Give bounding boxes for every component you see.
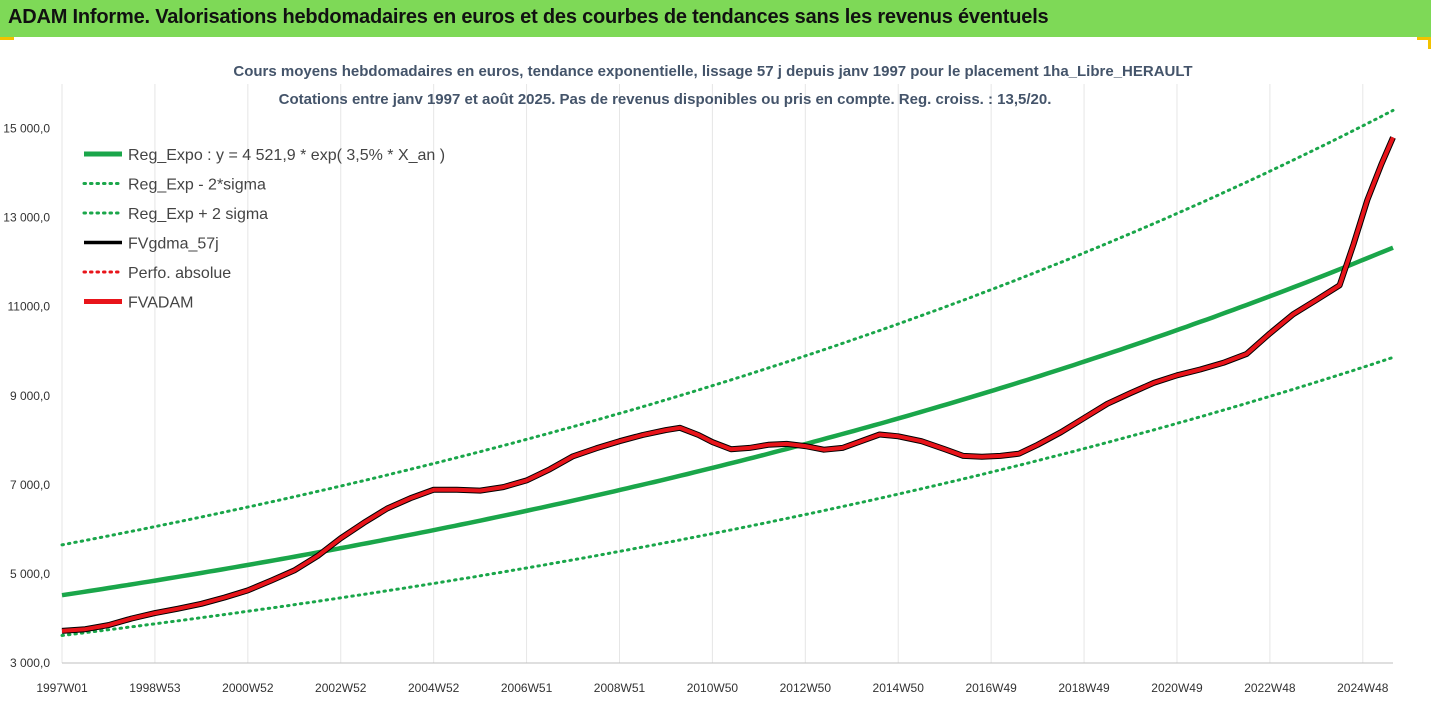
chart-subtitle: Cotations entre janv 1997 et août 2025. … xyxy=(279,91,1052,108)
frame-marker-left xyxy=(0,37,14,40)
legend-label: Reg_Expo : y = 4 521,9 * exp( 3,5% * X_a… xyxy=(128,147,445,164)
frame-marker-right xyxy=(1417,37,1431,40)
x-tick-label: 1997W01 xyxy=(36,681,88,695)
y-tick-label: 3 000,0 xyxy=(10,656,50,670)
vertical-gridlines xyxy=(61,84,1364,663)
chart-area xyxy=(0,37,1431,718)
x-tick-label: 2018W49 xyxy=(1058,681,1110,695)
y-tick-label: 11000,0 xyxy=(8,300,51,314)
series-lower-band xyxy=(60,355,1395,637)
y-tick-label: 9 000,0 xyxy=(10,389,50,403)
series-fvadam xyxy=(61,136,1395,633)
legend-label: Reg_Exp - 2*sigma xyxy=(128,177,266,194)
axes: 3 000,0 5 000,0 7 000,0 9 000,0 11000,0 13 00… xyxy=(3,122,1393,695)
series xyxy=(60,108,1396,637)
x-tick-label: 2002W52 xyxy=(315,681,367,695)
x-tick-label: 2006W51 xyxy=(501,681,553,695)
x-tick-label: 2024W48 xyxy=(1337,681,1389,695)
x-tick-label: 1998W53 xyxy=(129,681,181,695)
frame-marker-right-vertical xyxy=(1428,37,1431,49)
x-tick-label: 2000W52 xyxy=(222,681,274,695)
chart-title: Cours moyens hebdomadaires en euros, ten… xyxy=(233,63,1192,80)
legend-label: Reg_Exp + 2 sigma xyxy=(128,206,268,223)
legend-label: FVgdma_57j xyxy=(128,236,219,253)
series-upper-band xyxy=(60,108,1395,547)
legend-label: Perfo. absolue xyxy=(128,265,231,282)
series-trend xyxy=(61,245,1394,598)
y-tick-label: 5 000,0 xyxy=(10,567,50,581)
x-tick-label: 2012W50 xyxy=(780,681,832,695)
report-title: ADAM Informe. Valorisations hebdomadaire… xyxy=(8,6,1049,28)
x-tick-label: 2020W49 xyxy=(1151,681,1203,695)
title-banner: ADAM Informe. Valorisations hebdomadaire… xyxy=(0,0,1431,37)
x-tick-label: 2004W52 xyxy=(408,681,460,695)
x-tick-label: 2008W51 xyxy=(594,681,646,695)
legend: Reg_Expo : y = 4 521,9 * exp( 3,5% * X_a… xyxy=(82,147,445,312)
y-tick-label: 7 000,0 xyxy=(10,478,50,492)
x-tick-label: 2014W50 xyxy=(873,681,925,695)
y-tick-label: 13 000,0 xyxy=(3,211,50,225)
y-tick-label: 15 000,0 xyxy=(3,122,50,136)
x-tick-label: 2022W48 xyxy=(1244,681,1296,695)
x-tick-label: 2016W49 xyxy=(965,681,1017,695)
legend-label: FVADAM xyxy=(128,295,193,312)
x-tick-label: 2010W50 xyxy=(687,681,739,695)
